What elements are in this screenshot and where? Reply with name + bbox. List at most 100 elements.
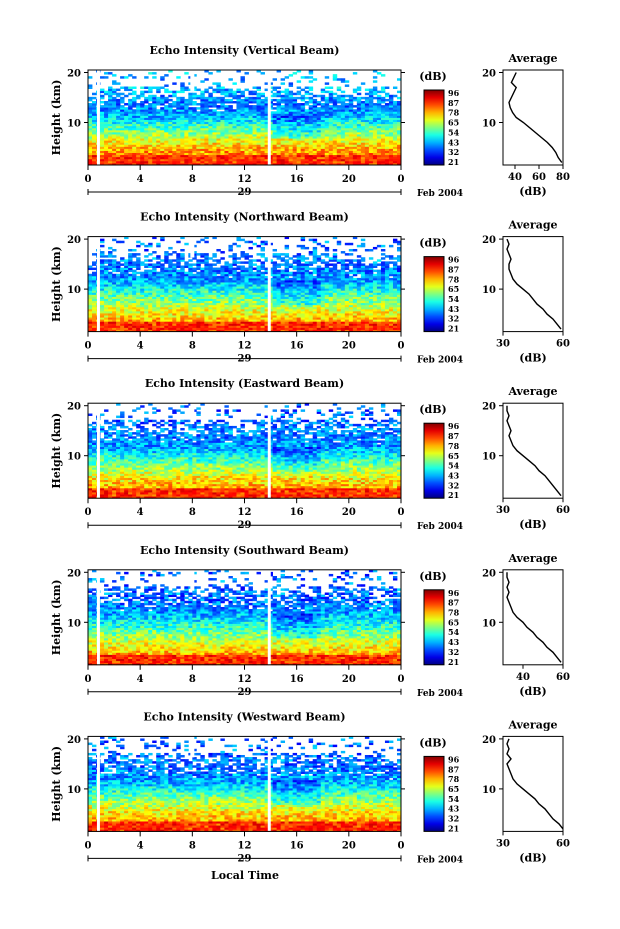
- heatmap-cell: [336, 317, 342, 320]
- heatmap-cell: [140, 313, 145, 316]
- heatmap-cell: [392, 284, 398, 287]
- heatmap-cell: [268, 323, 273, 326]
- heatmap-cell: [204, 123, 209, 127]
- heatmap-cell: [196, 329, 201, 332]
- heatmap-cell: [308, 158, 314, 162]
- heatmap-cell: [128, 119, 133, 123]
- heatmap-cell: [396, 123, 402, 127]
- heatmap-cell: [376, 292, 382, 295]
- heatmap-cell: [284, 105, 290, 108]
- heatmap-cell: [240, 160, 245, 164]
- heatmap-cell: [368, 94, 374, 98]
- heatmap-cell: [308, 140, 314, 143]
- heatmap-cell: [164, 282, 169, 285]
- heatmap-cell: [380, 308, 386, 312]
- heatmap-cell: [100, 319, 105, 322]
- heatmap-cell: [324, 323, 330, 326]
- heatmap-cell: [304, 90, 310, 94]
- heatmap-cell: [360, 329, 366, 332]
- heatmap-cell: [220, 100, 225, 104]
- heatmap-cell: [292, 127, 298, 131]
- heatmap-cell: [256, 123, 261, 127]
- heatmap-cell: [180, 306, 185, 310]
- heatmap-cell: [260, 100, 265, 104]
- heatmap-cell: [320, 317, 326, 320]
- heatmap-cell: [320, 154, 326, 158]
- heatmap-cell: [384, 315, 390, 318]
- heatmap-cell: [308, 294, 314, 297]
- heatmap-cell: [264, 156, 269, 160]
- heatmap-cell: [300, 119, 306, 123]
- heatmap-cell: [284, 121, 290, 125]
- heatmap-cell: [212, 325, 217, 328]
- heatmap-cell: [168, 136, 173, 139]
- heatmap-cell: [260, 315, 265, 318]
- heatmap-cell: [304, 148, 310, 151]
- heatmap-cell: [144, 98, 149, 102]
- heatmap-cell: [144, 150, 149, 154]
- heatmap-cell: [136, 286, 141, 289]
- heatmap-cell: [128, 113, 133, 116]
- heatmap-cell: [184, 127, 189, 131]
- heatmap-cell: [372, 310, 378, 314]
- heatmap-cell: [92, 158, 97, 162]
- heatmap-cell: [208, 296, 213, 299]
- heatmap-cell: [384, 325, 390, 328]
- heatmap-cell: [332, 282, 338, 285]
- heatmap-cell: [88, 319, 93, 322]
- heatmap-cell: [284, 308, 290, 312]
- heatmap-cell: [204, 317, 209, 320]
- heatmap-cell: [136, 115, 141, 118]
- heatmap-cell: [168, 279, 173, 283]
- heatmap-cell: [192, 308, 197, 312]
- heatmap-cell: [92, 117, 97, 120]
- heatmap-cell: [292, 103, 298, 106]
- heatmap-cell: [392, 105, 398, 108]
- heatmap-cell: [276, 129, 282, 133]
- heatmap-cell: [348, 119, 354, 123]
- heatmap-cell: [348, 325, 354, 328]
- heatmap-cell: [352, 321, 358, 324]
- heatmap-cell: [176, 123, 181, 127]
- heatmap-cell: [328, 329, 334, 332]
- heatmap-cell: [312, 105, 318, 108]
- heatmap-cell: [284, 300, 290, 304]
- heatmap-cell: [128, 92, 133, 96]
- heatmap-cell: [296, 302, 302, 306]
- heatmap-cell: [212, 123, 217, 127]
- heatmap-cell: [228, 111, 233, 114]
- heatmap-cell: [232, 138, 237, 141]
- heatmap-cell: [244, 302, 249, 306]
- heatmap-cell: [252, 286, 257, 289]
- heatmap-cell: [316, 329, 322, 332]
- heatmap-cell: [244, 152, 249, 156]
- heatmap-cell: [368, 140, 374, 143]
- heatmap-cell: [248, 129, 253, 133]
- x-tick-label: 20: [342, 174, 356, 185]
- heatmap-cell: [344, 286, 350, 289]
- heatmap-cell: [148, 294, 153, 297]
- heatmap-cell: [268, 308, 273, 312]
- heatmap-cell: [264, 109, 269, 112]
- heatmap-cell: [344, 134, 350, 137]
- heatmap-cell: [104, 300, 109, 304]
- heatmap-cell: [352, 282, 358, 285]
- heatmap-cell: [368, 121, 374, 125]
- heatmap-cell: [244, 117, 249, 120]
- heatmap-cell: [268, 273, 273, 277]
- heatmap-cell: [388, 300, 394, 304]
- heatmap-cell: [216, 70, 221, 73]
- heatmap-cell: [224, 121, 229, 125]
- heatmap-cell: [112, 302, 117, 306]
- heatmap-cell: [144, 277, 149, 281]
- heatmap-cell: [228, 317, 233, 320]
- heatmap-cell: [288, 119, 294, 123]
- heatmap-cell: [128, 300, 133, 304]
- heatmap-cell: [232, 121, 237, 125]
- heatmap-cell: [280, 144, 286, 147]
- heatmap-cell: [212, 273, 217, 277]
- heatmap-cell: [204, 115, 209, 118]
- heatmap-cell: [356, 103, 362, 106]
- heatmap-cell: [200, 321, 205, 324]
- heatmap-cell: [312, 290, 318, 293]
